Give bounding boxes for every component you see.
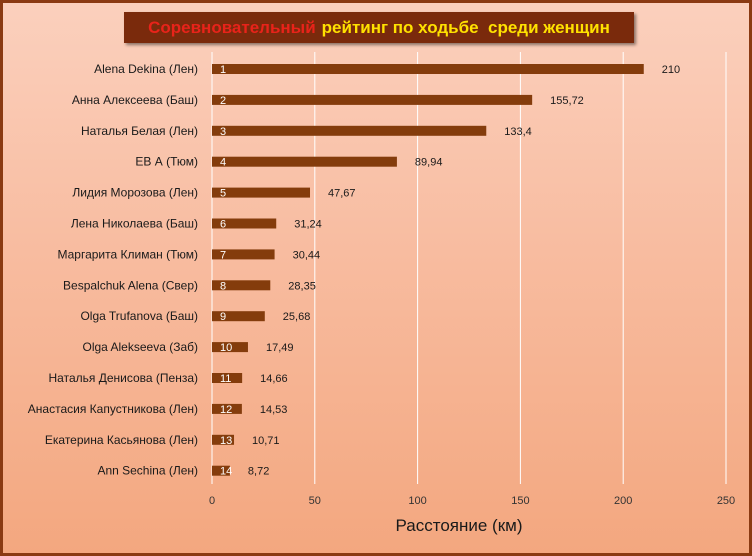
x-tick-label: 50	[309, 495, 321, 507]
data-label: 14,66	[260, 373, 288, 385]
data-label: 17,49	[266, 342, 294, 354]
category-label: Екатерина Касьянова (Лен)	[45, 433, 198, 447]
bar-rank-label: 4	[220, 157, 226, 169]
data-label: 14,53	[260, 404, 288, 416]
category-label: Olga Alekseeva (Заб)	[82, 340, 198, 354]
data-label: 47,67	[328, 188, 356, 200]
category-label: Alena Dekina (Лен)	[94, 62, 198, 76]
x-tick-label: 100	[408, 495, 426, 507]
bar-rank-label: 6	[220, 219, 226, 231]
category-label: Olga Trufanova (Баш)	[80, 309, 198, 323]
bar-rank-label: 8	[220, 280, 226, 292]
category-label: Лидия Морозова (Лен)	[72, 186, 198, 200]
bar	[212, 125, 487, 136]
chart-title-part-1: Соревновательный	[148, 17, 316, 37]
bar-rank-label: 1	[220, 64, 226, 76]
bar-rank-label: 2	[220, 95, 226, 107]
bar-rank-label: 7	[220, 249, 226, 261]
data-label: 133,4	[504, 126, 532, 138]
data-label: 8,72	[248, 466, 269, 478]
data-label: 30,44	[293, 249, 321, 261]
category-label: ЕВ А (Тюм)	[135, 155, 198, 169]
bar-rank-label: 14	[220, 466, 232, 478]
bar	[212, 434, 235, 445]
bar-rank-label: 11	[220, 373, 231, 385]
bar-rank-label: 3	[220, 126, 226, 138]
bar	[212, 311, 265, 322]
bar	[212, 249, 275, 260]
bar	[212, 373, 243, 383]
data-label: 89,94	[415, 157, 443, 169]
data-label: 10,71	[252, 435, 280, 447]
x-tick-label: 0	[209, 495, 215, 507]
data-label: 28,35	[288, 280, 316, 292]
chart-title: Соревновательный рейтинг по ходьбе среди…	[124, 12, 634, 43]
bar	[212, 403, 242, 414]
data-label: 155,72	[550, 95, 584, 107]
category-label: Наталья Белая (Лен)	[81, 124, 198, 138]
bar	[212, 465, 230, 476]
chart-title-part-2: рейтинг по ходьбе среди женщин	[321, 17, 610, 37]
data-label: 31,24	[294, 219, 322, 231]
x-axis-title: Расстояние (км)	[396, 516, 523, 535]
bar-rank-label: 9	[220, 311, 226, 323]
bar-rank-label: 13	[220, 435, 232, 447]
bar	[212, 64, 644, 74]
x-tick-label: 150	[511, 495, 529, 507]
bar	[212, 156, 397, 167]
x-tick-label: 250	[717, 495, 735, 507]
category-label: Анастасия Капустникова (Лен)	[28, 402, 198, 416]
category-label: Лена Николаева (Баш)	[71, 217, 198, 231]
category-label: Наталья Денисова (Пенза)	[49, 371, 198, 385]
category-label: Маргарита Климан (Тюм)	[57, 247, 198, 261]
bar	[212, 187, 311, 198]
data-label: 25,68	[283, 311, 311, 323]
category-label: Анна Алексеева (Баш)	[72, 93, 198, 107]
bar-rank-label: 12	[220, 404, 232, 416]
x-tick-label: 200	[614, 495, 632, 507]
category-label: Ann Sechina (Лен)	[97, 464, 198, 478]
data-label: 210	[662, 64, 680, 76]
bar	[212, 218, 277, 229]
bar	[212, 280, 271, 291]
bar	[212, 342, 248, 353]
category-label: Bespalchuk Alena (Свер)	[63, 278, 198, 292]
bar-rank-label: 5	[220, 188, 226, 200]
bar-rank-label: 10	[220, 342, 232, 354]
bar	[212, 94, 533, 105]
